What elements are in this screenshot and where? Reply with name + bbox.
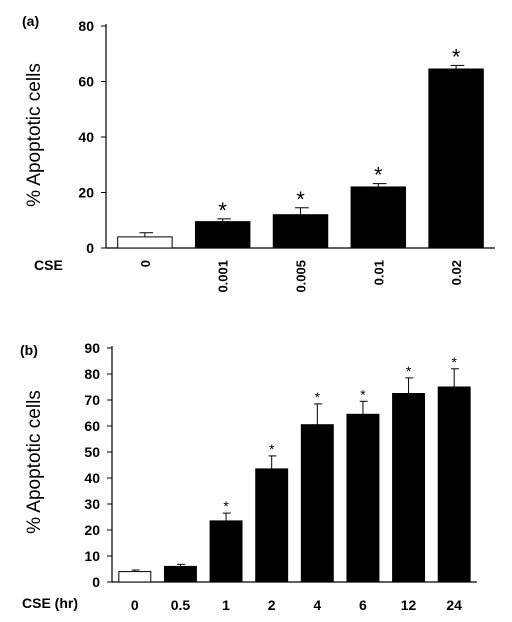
panel-a: (a) % Apoptotic cells CSE 0 20 40 60 80 0 * 0.0…	[22, 13, 495, 293]
panel-b-bar	[255, 468, 289, 583]
panel-b-plot-area: 0 10 20 30 40 50 60 70 80 90 0 0.5 * 1 * 2 * 4 * 6 * 12 * 24	[84, 340, 477, 613]
panel-a-plot-area: 0 20 40 60 80 0 * 0.001 * 0.005 * 0.01 * 0.02	[78, 18, 495, 293]
panel-a-bar	[350, 186, 407, 249]
panel-b-bar	[163, 565, 197, 583]
panel-a-bar	[272, 214, 329, 249]
panel-a-significance-marker: *	[452, 44, 461, 69]
panel-b-significance-marker: *	[269, 441, 275, 457]
panel-b-x-tick-label: 2	[268, 597, 276, 613]
panel-a-x-tick-label: 0	[138, 260, 153, 267]
panel-b-y-tick-label: 10	[84, 548, 100, 564]
panel-a-label: (a)	[22, 13, 39, 29]
panel-b-y-tick-label: 60	[84, 418, 100, 434]
panel-b-bar	[437, 386, 471, 583]
panel-b-x-tick-label: 0	[131, 597, 139, 613]
panel-b-bar	[209, 520, 243, 583]
panel-b-bar	[118, 571, 152, 583]
panel-b-significance-marker: *	[223, 498, 229, 514]
panel-b-y-tick-label: 20	[84, 522, 100, 538]
panel-a-y-tick-label: 20	[78, 185, 94, 201]
panel-a-x-axis-title: CSE	[34, 257, 63, 273]
panel-b-y-tick-label: 80	[84, 366, 100, 382]
panel-b-bar	[392, 393, 426, 583]
panel-a-significance-marker: *	[218, 198, 227, 223]
panel-b-x-tick-label: 4	[313, 597, 321, 613]
panel-b-x-tick-label: 12	[401, 597, 417, 613]
panel-a-y-tick-label: 80	[78, 18, 94, 34]
panel-b-y-tick-label: 90	[84, 340, 100, 356]
panel-b-significance-marker: *	[451, 354, 457, 370]
panel-b-bar	[300, 424, 334, 583]
panel-b-significance-marker: *	[360, 386, 366, 402]
panel-b: (b) % Apoptotic cells CSE (hr) 010203040…	[20, 340, 477, 613]
panel-b-x-tick-label: 1	[222, 597, 230, 613]
panel-b-y-tick-label: 50	[84, 444, 100, 460]
panel-a-x-tick-label: 0.01	[371, 260, 386, 285]
panel-b-y-axis-title: % Apoptotic cells	[24, 390, 45, 534]
panel-a-y-tick-label: 40	[78, 129, 94, 145]
panel-a-significance-marker: *	[374, 163, 383, 188]
panel-b-y-tick-label: 40	[84, 470, 100, 486]
panel-a-x-tick-label: 0.005	[294, 260, 309, 293]
panel-b-y-tick-label: 70	[84, 392, 100, 408]
panel-a-y-tick-label: 0	[86, 240, 94, 256]
panel-a-x-tick-label: 0.001	[216, 260, 231, 293]
panel-b-x-tick-label: 0.5	[171, 597, 191, 613]
panel-b-x-axis-title: CSE (hr)	[22, 595, 78, 611]
panel-b-label: (b)	[20, 342, 38, 358]
panel-b-significance-marker: *	[315, 389, 321, 405]
panel-b-x-tick-label: 6	[359, 597, 367, 613]
panel-b-y-tick-label: 30	[84, 496, 100, 512]
panel-b-x-tick-label: 24	[446, 597, 462, 613]
panel-b-bar	[346, 413, 380, 583]
panel-a-significance-marker: *	[296, 187, 305, 212]
panel-a-bar	[194, 221, 251, 249]
panel-a-bar	[117, 236, 173, 249]
panel-a-x-tick-label: 0.02	[449, 260, 464, 285]
panel-b-significance-marker: *	[406, 363, 412, 379]
panel-a-y-axis-title: % Apoptotic cells	[24, 63, 45, 207]
panel-b-y-tick-label: 0	[92, 574, 100, 590]
panel-a-bar	[428, 68, 484, 249]
panel-a-y-tick-label: 60	[78, 74, 94, 90]
